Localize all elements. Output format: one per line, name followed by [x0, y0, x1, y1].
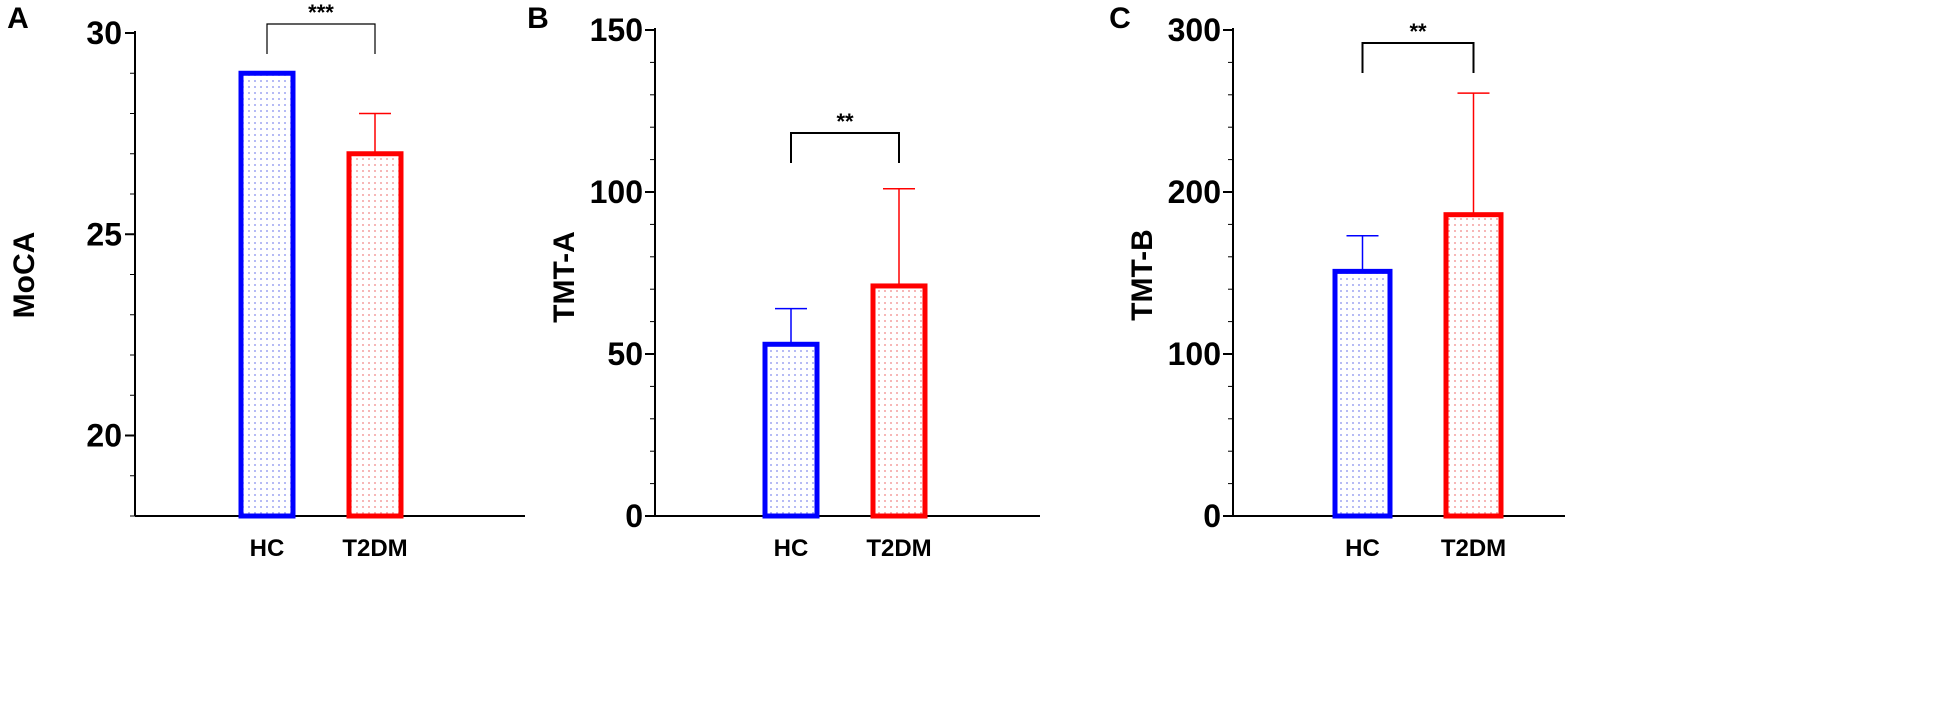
y-tick-label: 50 [607, 336, 643, 372]
bar-hc [762, 341, 820, 519]
x-category-label: HC [250, 535, 285, 562]
panel-c: C TMT-B 0 100 200 300 HC T2DM ** [1109, 2, 1565, 562]
bar-hc [238, 70, 296, 519]
y-axis-title: TMT-B [1126, 229, 1159, 321]
y-tick-label: 100 [590, 174, 643, 210]
y-tick-label: 20 [86, 418, 122, 454]
y-axis-title: TMT-A [548, 231, 581, 323]
x-category-label: T2DM [1441, 535, 1506, 562]
panel-a: A MoCA 20 25 30 HC T2DM *** [7, 0, 525, 562]
significance-bracket [1361, 42, 1475, 73]
y-tick-label: 150 [590, 12, 643, 48]
y-tick-label: 0 [625, 498, 643, 534]
x-category-label: HC [1345, 535, 1380, 562]
significance-label: *** [308, 0, 334, 25]
x-category-label: T2DM [866, 535, 931, 562]
bar-t2dm [1443, 212, 1504, 519]
panel-label: A [7, 2, 29, 35]
bar-t2dm [870, 283, 928, 519]
y-tick-label: 200 [1168, 174, 1221, 210]
y-tick-label: 30 [86, 15, 122, 51]
bar-t2dm [346, 151, 404, 519]
significance-label: ** [1409, 19, 1427, 44]
panel-b: B TMT-A 0 50 100 150 HC T2DM ** [527, 2, 1040, 562]
significance-bracket [790, 132, 900, 163]
y-tick-label: 0 [1203, 498, 1221, 534]
y-tick-label: 25 [86, 216, 122, 252]
panel-label: C [1109, 2, 1131, 35]
panel-label: B [527, 2, 549, 35]
y-axis-title: MoCA [8, 232, 41, 319]
y-tick-label: 100 [1168, 336, 1221, 372]
significance-bracket [266, 23, 376, 54]
significance-label: ** [836, 109, 854, 134]
x-category-label: HC [774, 535, 809, 562]
bar-hc [1332, 268, 1393, 519]
y-tick-label: 300 [1168, 12, 1221, 48]
x-category-label: T2DM [342, 535, 407, 562]
